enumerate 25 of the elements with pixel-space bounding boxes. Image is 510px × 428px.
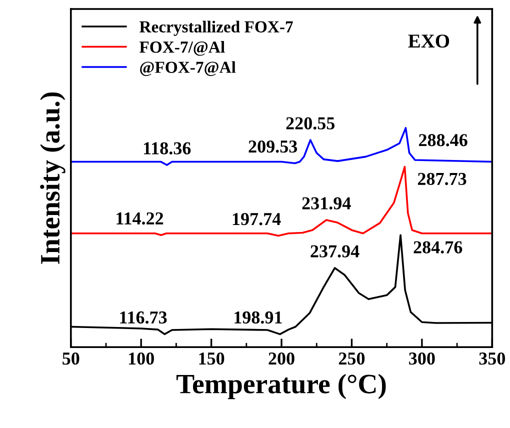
annotation: 114.22 (116, 212, 164, 225)
annotation: 237.94 (310, 245, 360, 258)
x-tick-label: 150 (199, 352, 224, 365)
annotation: 197.74 (232, 213, 281, 226)
x-tick-label: 300 (409, 352, 435, 365)
x-tick-label: 50 (62, 352, 80, 365)
x-tick-label: 200 (268, 352, 294, 365)
y-axis-title: Intensity (a.u.) (40, 92, 66, 264)
legend-label: FOX-7/@Al (140, 41, 225, 56)
annotation: 284.76 (414, 241, 462, 254)
annotation: 220.55 (286, 117, 335, 130)
x-tick-label: 350 (479, 352, 506, 365)
text: EXO (408, 34, 450, 48)
x-axis-title: Temperature (°C) (176, 374, 386, 400)
annotation: 287.73 (418, 172, 466, 186)
annotation: 231.94 (302, 197, 351, 210)
annotation: 116.73 (120, 311, 167, 324)
annotation: 288.46 (418, 134, 468, 146)
legend-label: Recrystallized FOX-7 (140, 20, 293, 36)
annotation: 209.53 (248, 140, 298, 153)
annotation: 198.91 (234, 311, 282, 324)
x-tick-label: 100 (129, 352, 154, 365)
legend-label: @FOX-7@Al (140, 61, 236, 76)
annotation: 118.36 (144, 142, 191, 154)
x-tick-label: 250 (338, 352, 365, 365)
